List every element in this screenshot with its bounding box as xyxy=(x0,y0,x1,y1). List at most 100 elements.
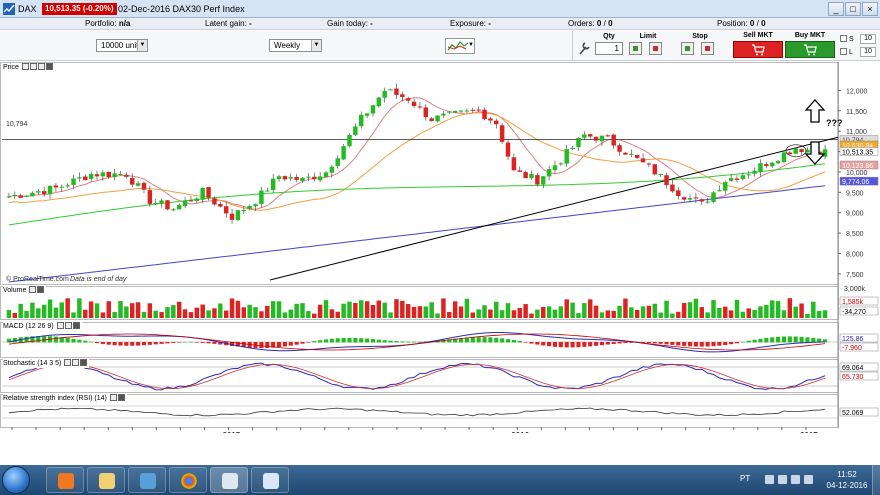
limit-sell-icon[interactable] xyxy=(649,42,662,55)
wrench-icon[interactable] xyxy=(578,41,591,56)
taskbar-app-chrome[interactable] xyxy=(169,467,207,493)
macd-panel-title: MACD (12 26 9) xyxy=(3,322,82,331)
limit-toggle[interactable]: L 10 xyxy=(840,47,876,58)
wrench-icon[interactable] xyxy=(29,286,37,293)
window-icon[interactable] xyxy=(29,63,37,70)
taskbar-app-java[interactable] xyxy=(210,467,248,493)
window-icon[interactable] xyxy=(64,322,72,329)
add-icon[interactable] xyxy=(37,63,45,70)
period-select[interactable]: Weekly ▼ xyxy=(269,39,322,52)
window-icon[interactable] xyxy=(109,394,117,401)
clock-date[interactable]: 04-12-2016 xyxy=(826,481,868,490)
limit-checkbox[interactable] xyxy=(840,48,847,55)
candle-body xyxy=(775,161,781,164)
candle-body xyxy=(664,175,669,186)
macd-histogram-bar xyxy=(147,342,152,345)
chart-area[interactable]: 12,00011,50011,00010,50010,0009,5009,000… xyxy=(0,62,880,433)
candle-body xyxy=(59,186,65,188)
candle-body xyxy=(541,176,546,185)
maximize-button[interactable]: □ xyxy=(845,2,861,16)
volume-bar xyxy=(452,301,458,318)
tray-network-icon[interactable] xyxy=(778,475,787,484)
macd-signal-line xyxy=(8,333,826,351)
macd-histogram-bar xyxy=(276,342,282,348)
macd-histogram-bar xyxy=(65,337,70,343)
close-button[interactable]: × xyxy=(862,2,878,16)
macd-histogram-bar xyxy=(165,342,170,344)
macd-histogram-bar xyxy=(576,342,581,348)
qty-label: Qty xyxy=(603,33,615,40)
clock-time[interactable]: 11:52 xyxy=(837,470,857,479)
taskbar-app-explorer[interactable] xyxy=(87,467,125,493)
volume-bar xyxy=(728,310,734,318)
stop-loss-value[interactable]: 10 xyxy=(860,34,876,44)
chevron-down-icon[interactable]: ▼ xyxy=(468,42,474,48)
macd-histogram-bar xyxy=(482,337,487,343)
volume-bar xyxy=(112,312,117,318)
start-button[interactable] xyxy=(2,466,30,494)
price-badge xyxy=(839,176,879,186)
macd-histogram-bar xyxy=(717,342,722,346)
tray-language[interactable]: PT xyxy=(740,474,751,483)
candle-body xyxy=(288,177,293,179)
candle-body xyxy=(100,172,106,177)
macd-histogram-bar xyxy=(53,336,58,343)
wrench-icon[interactable] xyxy=(64,359,72,366)
window-icon[interactable] xyxy=(72,359,80,366)
close-icon[interactable] xyxy=(37,286,45,293)
limit-value[interactable]: 10 xyxy=(860,47,876,57)
candle-body xyxy=(764,164,769,167)
volume-bar xyxy=(223,310,229,318)
volume-bar xyxy=(288,309,293,318)
candle-body xyxy=(746,174,751,176)
buy-market-button[interactable] xyxy=(785,41,835,58)
candle-body xyxy=(235,210,241,221)
volume-bar xyxy=(599,312,605,318)
macd-histogram-bar xyxy=(547,342,552,347)
stop-loss-checkbox[interactable] xyxy=(840,35,847,42)
show-desktop-button[interactable] xyxy=(872,465,880,495)
buy-market-label: Buy MKT xyxy=(794,32,826,39)
units-select[interactable]: 10000 units ▼ xyxy=(96,39,148,52)
volume-bar xyxy=(576,313,581,318)
tray-flag-icon[interactable] xyxy=(791,475,800,484)
tray-arrow-icon[interactable] xyxy=(765,475,774,484)
macd-histogram-bar xyxy=(558,342,563,348)
close-icon[interactable] xyxy=(117,394,125,401)
close-icon[interactable] xyxy=(80,359,88,366)
macd-histogram-bar xyxy=(300,342,305,344)
macd-histogram-bar xyxy=(235,342,240,347)
qty-input[interactable]: 1 xyxy=(595,42,623,55)
volume-bar xyxy=(805,313,810,318)
tray-volume-icon[interactable] xyxy=(804,475,813,484)
limit-buy-icon[interactable] xyxy=(629,42,642,55)
macd-histogram-bar xyxy=(511,340,516,343)
macd-histogram-bar xyxy=(470,337,475,343)
chart-canvas[interactable]: 12,00011,50011,00010,50010,0009,5009,000… xyxy=(0,62,880,433)
close-icon[interactable] xyxy=(45,63,53,70)
volume-bar xyxy=(323,300,329,318)
candle-body xyxy=(476,109,481,111)
candle-body xyxy=(699,199,704,202)
wrench-icon[interactable] xyxy=(56,322,64,329)
candle-body xyxy=(482,109,487,120)
close-icon[interactable] xyxy=(72,322,80,329)
up-arrow-annotation xyxy=(804,99,826,123)
macd-histogram-bar xyxy=(687,342,693,347)
sell-market-button[interactable] xyxy=(733,41,783,58)
stop-loss-toggle[interactable]: S 10 xyxy=(840,34,876,45)
chart-style-button[interactable] xyxy=(445,38,475,54)
candle-body xyxy=(270,178,276,191)
candle-body xyxy=(376,97,382,107)
macd-histogram-bar xyxy=(136,342,141,346)
volume-bar xyxy=(629,307,634,318)
taskbar-app-tool[interactable] xyxy=(128,467,166,493)
stop-buy-icon[interactable] xyxy=(681,42,694,55)
macd-histogram-bar xyxy=(24,336,29,343)
volume-bar xyxy=(558,306,564,318)
taskbar-app-paint[interactable] xyxy=(251,467,289,493)
minimize-button[interactable]: _ xyxy=(828,2,844,16)
stop-sell-icon[interactable] xyxy=(701,42,714,55)
taskbar-app-media[interactable] xyxy=(46,467,84,493)
wrench-icon[interactable] xyxy=(21,63,29,70)
